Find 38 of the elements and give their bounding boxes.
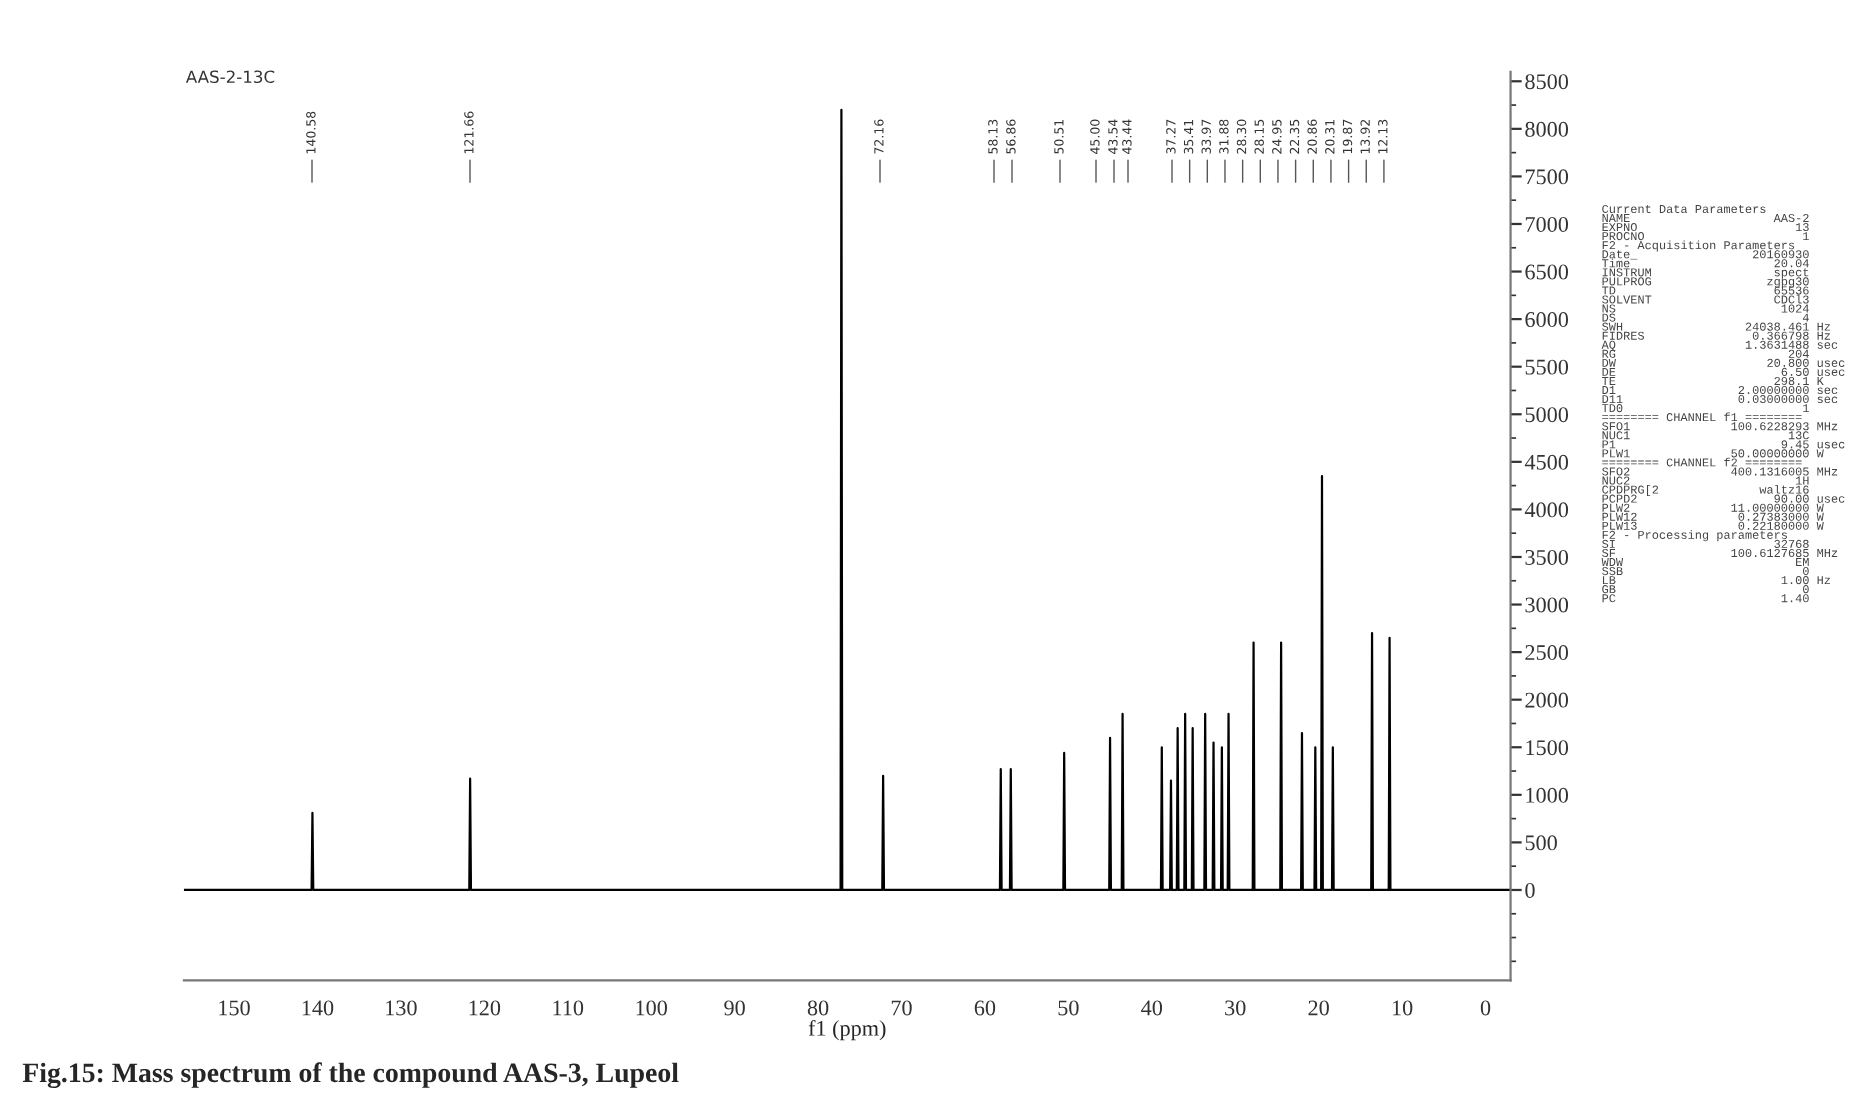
y-tick-label: 500	[1525, 835, 1557, 851]
y-tick-label: 7500	[1525, 169, 1569, 185]
y-tick-label: 5500	[1525, 359, 1569, 375]
y-tick-label: 2500	[1525, 645, 1569, 661]
x-tick-label: 70	[891, 1000, 912, 1016]
x-tick-label: 80	[807, 1000, 829, 1016]
y-tick-label: 8000	[1525, 121, 1569, 137]
y-tick-label: 1000	[1526, 787, 1569, 803]
x-tick-label: 40	[1141, 1000, 1163, 1016]
y-tick-label: 6500	[1525, 264, 1569, 280]
x-tick-label: 120	[469, 1000, 501, 1016]
x-tick-label: 0	[1480, 1000, 1491, 1016]
x-tick-label: 90	[724, 1000, 745, 1016]
y-tick-label: 5000	[1525, 407, 1569, 423]
y-tick-label: 3000	[1525, 597, 1569, 613]
x-tick-label: 30	[1225, 1000, 1246, 1016]
x-tick-label: 50	[1058, 1000, 1079, 1016]
y-tick-label: 4500	[1524, 454, 1569, 470]
x-tick-label: 150	[219, 1000, 250, 1016]
y-tick-label: 6000	[1525, 312, 1569, 328]
y-tick-label: 8500	[1525, 74, 1569, 90]
x-tick-label: 130	[386, 1000, 417, 1016]
x-tick-label: 110	[553, 1000, 584, 1016]
chart-title: AAS-2-13C	[185, 70, 275, 84]
x-tick-label: 10	[1392, 1000, 1413, 1016]
x-tick-label: 60	[974, 1000, 996, 1016]
x-tick-label: 140	[302, 1000, 334, 1016]
y-tick-label: 0	[1525, 882, 1535, 898]
line-series	[183, 108, 1511, 892]
y-tick-label: 4000	[1524, 502, 1569, 518]
y-tick-label: 2000	[1525, 692, 1569, 708]
y-tick-label: 7000	[1525, 216, 1569, 232]
x-axis-title: f1 (ppm)	[808, 1019, 886, 1041]
x-tick-label: 20	[1308, 1000, 1329, 1016]
caption: Fig.15: Mass spectrum of the compound AAS-3, Lupeol	[22, 1062, 679, 1089]
x-tick-label: 100	[636, 1000, 667, 1016]
y-tick-label: 3500	[1525, 549, 1569, 565]
y-tick-label: 1500	[1526, 740, 1569, 756]
